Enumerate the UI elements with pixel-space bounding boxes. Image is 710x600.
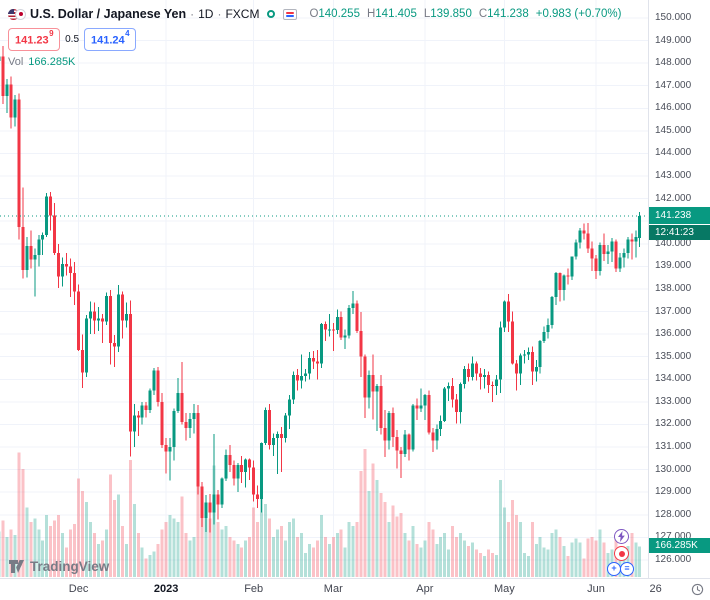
tradingview-logo[interactable]: TradingView bbox=[8, 559, 109, 574]
price-tick-label: 130.000 bbox=[655, 463, 692, 475]
account-circle-icon: + bbox=[607, 562, 621, 576]
spread-value: 0.5 bbox=[65, 33, 80, 45]
time-tick-label: Mar bbox=[323, 583, 343, 595]
bid-ask-panel-icon[interactable] bbox=[283, 8, 298, 20]
us-flag-icon bbox=[8, 8, 19, 20]
time-tick-label: Jun bbox=[587, 583, 605, 595]
price-tick-label: 149.000 bbox=[655, 34, 692, 46]
buy-price-pip: 4 bbox=[125, 29, 130, 38]
buy-button[interactable]: 141.244 bbox=[84, 28, 137, 51]
price-tick-label: 150.000 bbox=[655, 12, 692, 23]
time-tick-label: 26 bbox=[649, 583, 662, 595]
sell-price-pip: 9 bbox=[49, 29, 54, 38]
price-tick-label: 134.000 bbox=[655, 373, 692, 385]
trading-accounts-button[interactable]: + ≡ bbox=[607, 562, 639, 577]
price-tick-label: 132.000 bbox=[655, 418, 692, 430]
price-tick-label: 137.000 bbox=[655, 305, 692, 317]
price-tick-label: 135.000 bbox=[655, 350, 692, 362]
tradingview-logo-icon bbox=[9, 560, 24, 573]
volume-label: Vol bbox=[8, 55, 24, 68]
volume-badge: 166.285K bbox=[649, 537, 710, 553]
price-tick-label: 128.000 bbox=[655, 508, 692, 520]
lightning-quick-trade-button[interactable] bbox=[614, 529, 629, 544]
lightning-icon bbox=[618, 531, 625, 542]
price-tick-label: 148.000 bbox=[655, 57, 692, 69]
price-tick-label: 142.000 bbox=[655, 192, 692, 204]
time-tick-label: Feb bbox=[244, 583, 264, 595]
price-tick-label: 138.000 bbox=[655, 282, 692, 294]
low-value: 139.850 bbox=[430, 8, 472, 20]
price-tick-label: 146.000 bbox=[655, 102, 692, 114]
chart-legend: U.S. Dollar / Japanese Yen · 1D · FXCM O… bbox=[8, 6, 621, 68]
symbol-pair-flags-icon bbox=[8, 8, 26, 20]
ohlc-readout: O140.255 H141.405 L139.850 C141.238 +0.9… bbox=[309, 8, 621, 20]
price-tick-label: 139.000 bbox=[655, 260, 692, 272]
volume-readout: Vol 166.285K bbox=[8, 56, 621, 68]
time-tick-label: Dec bbox=[68, 583, 89, 595]
price-tick-label: 131.000 bbox=[655, 441, 692, 453]
volume-value: 166.285K bbox=[28, 55, 76, 68]
market-status-icon[interactable] bbox=[267, 10, 276, 18]
separator-dot: · bbox=[190, 7, 195, 21]
open-value: 140.255 bbox=[318, 8, 360, 20]
sell-price: 141.23 bbox=[15, 34, 49, 47]
time-tick-label: Apr bbox=[416, 583, 434, 595]
change-value: +0.983 (+0.70%) bbox=[535, 8, 622, 20]
last-price-badge: 141.238 bbox=[649, 206, 710, 224]
price-tick-label: 127.000 bbox=[655, 531, 691, 542]
close-label: C bbox=[478, 8, 488, 20]
price-tick-label: 133.000 bbox=[655, 395, 692, 407]
time-tick-label: 2023 bbox=[153, 583, 179, 595]
open-label: O bbox=[309, 8, 319, 20]
high-value: 141.405 bbox=[375, 8, 417, 20]
account-circle-icon: ≡ bbox=[620, 562, 634, 576]
close-value: 141.238 bbox=[487, 8, 529, 20]
timeframe-label[interactable]: 1D bbox=[198, 7, 214, 21]
tradingview-logo-text: TradingView bbox=[30, 559, 110, 574]
sell-button[interactable]: 141.239 bbox=[8, 28, 61, 51]
price-tick-label: 147.000 bbox=[655, 79, 692, 91]
separator-dot: · bbox=[217, 7, 222, 21]
price-tick-label: 136.000 bbox=[655, 328, 692, 340]
price-scale[interactable]: 141.238 12:41:23 166.285K 126.000 127.000… bbox=[648, 0, 710, 578]
time-axis[interactable]: Dec 2023 Feb Mar Apr May Jun 26 bbox=[0, 578, 710, 600]
exchange-label[interactable]: FXCM bbox=[225, 7, 260, 21]
red-dot-icon bbox=[618, 550, 625, 557]
jp-flag-icon bbox=[15, 8, 26, 20]
price-tick-label: 126.000 bbox=[655, 553, 692, 565]
countdown-badge: 12:41:23 bbox=[649, 224, 710, 240]
buy-price: 141.24 bbox=[91, 34, 125, 47]
price-tick-label: 143.000 bbox=[655, 170, 692, 182]
record-dot-button[interactable] bbox=[614, 546, 629, 561]
price-tick-label: 140.000 bbox=[655, 237, 692, 249]
symbol-title[interactable]: U.S. Dollar / Japanese Yen bbox=[30, 7, 187, 21]
price-tick-label: 145.000 bbox=[655, 124, 692, 136]
low-label: L bbox=[423, 8, 431, 20]
price-tick-label: 129.000 bbox=[655, 486, 692, 498]
high-label: H bbox=[366, 8, 376, 20]
time-tick-label: May bbox=[494, 583, 515, 595]
price-tick-label: 144.000 bbox=[655, 147, 692, 159]
timezone-clock-icon[interactable] bbox=[691, 583, 704, 596]
